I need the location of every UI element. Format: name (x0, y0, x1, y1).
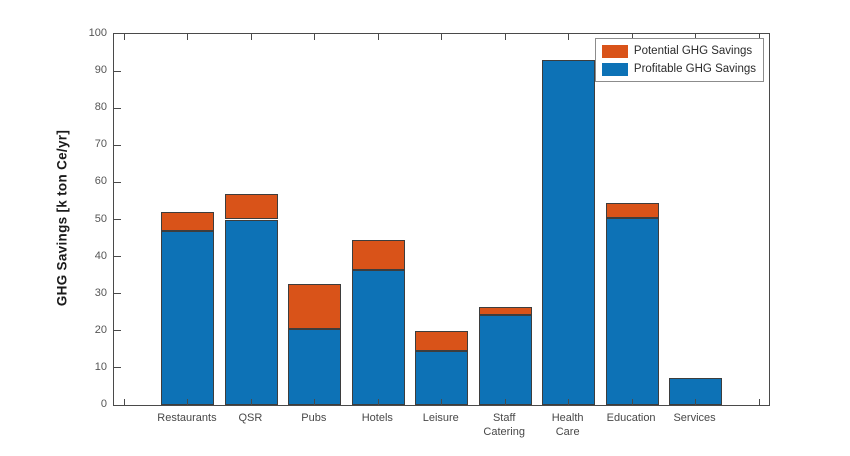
y-tick-label: 30 (94, 286, 107, 299)
y-tick-label: 10 (94, 360, 107, 373)
y-tick-mark (114, 219, 121, 220)
x-tick-mark (758, 399, 760, 405)
bar-hotels-profitable-segment (351, 269, 405, 405)
x-tick-mark (758, 34, 760, 40)
x-tick-mark (124, 399, 125, 405)
bar-pubs-profitable-segment (288, 328, 342, 405)
x-tick-mark (187, 34, 189, 40)
x-tick-mark (250, 34, 252, 40)
plot-area: Potential GHG Savings Profitable GHG Savi… (113, 33, 770, 406)
x-tick-mark (377, 399, 379, 405)
y-tick-label: 60 (94, 175, 107, 188)
x-tick-label-services: Services (673, 412, 716, 424)
y-tick-mark (114, 256, 121, 258)
y-tick-label: 100 (88, 27, 107, 39)
x-tick-mark (568, 34, 570, 40)
bar-pubs-potential-segment (288, 284, 342, 329)
y-tick-label: 70 (94, 138, 107, 151)
y-tick-label: 80 (94, 101, 107, 114)
x-tick-mark (187, 399, 189, 405)
x-tick-mark (631, 34, 633, 40)
bar-hotels-potential-segment (351, 239, 405, 270)
legend-swatch-potential (601, 44, 628, 58)
legend-swatch-profitable (601, 62, 628, 76)
x-tick-mark (314, 34, 316, 40)
y-tick-mark (114, 181, 121, 183)
x-tick-label-health-care: Health Care (551, 412, 584, 438)
x-tick-mark (377, 34, 379, 40)
x-tick-mark (124, 34, 125, 40)
y-tick-mark (114, 330, 121, 332)
x-tick-mark (250, 399, 252, 405)
bar-leisure-profitable-segment (415, 351, 469, 405)
legend-entry-profitable: Profitable GHG Savings (601, 62, 756, 76)
x-tick-label-staff-catering: Staff Catering (483, 412, 525, 438)
legend-entry-potential: Potential GHG Savings (601, 44, 756, 58)
y-tick-mark (114, 293, 121, 295)
x-tick-label-leisure: Leisure (422, 412, 459, 424)
bar-qsr-potential-segment (224, 193, 278, 220)
bar-restaurants-profitable-segment (161, 230, 215, 405)
x-tick-mark (504, 399, 506, 405)
x-tick-mark (441, 399, 443, 405)
y-tick-label: 90 (94, 64, 107, 77)
y-tick-mark (114, 107, 121, 109)
x-tick-mark (568, 399, 570, 405)
x-tick-label-qsr: QSR (238, 412, 263, 424)
bar-education-profitable-segment (605, 217, 659, 405)
bar-health-care-profitable-segment (542, 59, 596, 405)
x-tick-label-restaurants: Restaurants (157, 412, 217, 424)
legend: Potential GHG Savings Profitable GHG Savi… (594, 38, 764, 82)
x-tick-mark (441, 34, 443, 40)
bar-restaurants-potential-segment (161, 212, 215, 231)
y-tick-mark (114, 367, 121, 369)
x-tick-label-hotels: Hotels (361, 412, 393, 424)
x-tick-label-education: Education (606, 412, 656, 424)
bar-education-potential-segment (605, 202, 659, 218)
y-tick-label: 20 (94, 323, 107, 336)
x-tick-mark (631, 399, 633, 405)
legend-label: Profitable GHG Savings (633, 63, 756, 75)
y-tick-label: 50 (94, 212, 107, 225)
x-tick-label-pubs: Pubs (301, 412, 327, 424)
bar-leisure-potential-segment (415, 330, 469, 352)
y-tick-mark (114, 70, 121, 72)
x-tick-mark (504, 34, 506, 40)
bar-staff-catering-potential-segment (478, 306, 532, 315)
y-tick-label: 0 (100, 398, 107, 410)
y-tick-label: 40 (94, 249, 107, 262)
x-tick-mark (695, 34, 697, 40)
x-tick-mark (695, 399, 697, 405)
bar-staff-catering-profitable-segment (478, 314, 532, 405)
y-tick-mark (114, 144, 121, 146)
legend-label: Potential GHG Savings (633, 45, 753, 57)
bar-qsr-profitable-segment (224, 219, 278, 405)
x-tick-mark (314, 399, 316, 405)
